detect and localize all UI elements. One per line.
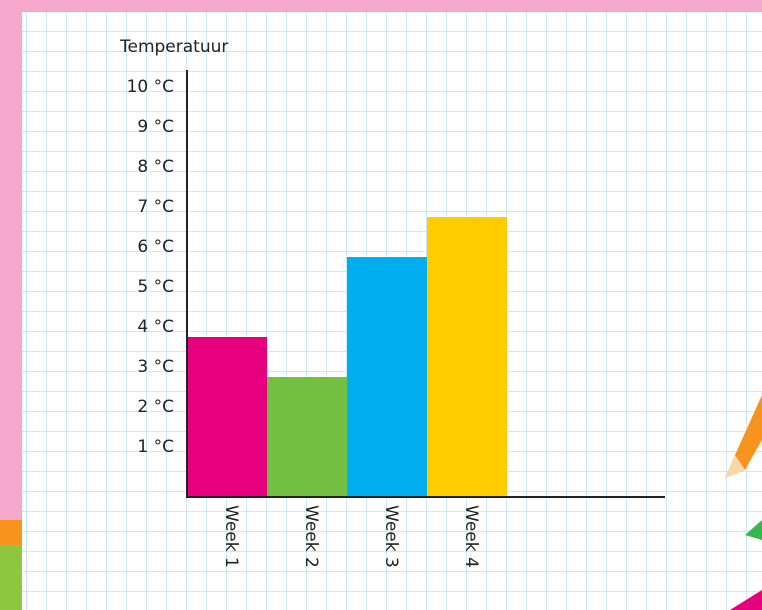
x-tick-label: Week 2 xyxy=(301,505,321,568)
y-tick-label: 3 °C xyxy=(137,357,174,377)
bar xyxy=(187,337,267,497)
chart: Temperatuur 1 °C 2 °C 3 °C 4 °C 5 °C 6 °C 7 °C… xyxy=(0,0,762,610)
y-tick-label: 7 °C xyxy=(137,197,174,217)
x-tick-label: Week 1 xyxy=(221,505,241,568)
y-tick-label: 5 °C xyxy=(137,277,174,297)
y-tick-label: 9 °C xyxy=(137,117,174,137)
bar xyxy=(267,377,347,497)
y-axis-label: Temperatuur xyxy=(119,37,228,57)
bar xyxy=(347,257,427,497)
y-tick-label: 8 °C xyxy=(137,157,174,177)
bar xyxy=(427,217,507,497)
y-tick-label: 6 °C xyxy=(137,237,174,257)
y-tick-label: 2 °C xyxy=(137,397,174,417)
x-tick-label: Week 4 xyxy=(461,505,481,568)
x-tick-label: Week 3 xyxy=(381,505,401,568)
y-tick-label: 10 °C xyxy=(127,77,174,97)
y-tick-label: 4 °C xyxy=(137,317,174,337)
y-tick-label: 1 °C xyxy=(137,437,174,457)
page: {"chart_data": {"type": "bar", "y_label"… xyxy=(0,0,762,610)
